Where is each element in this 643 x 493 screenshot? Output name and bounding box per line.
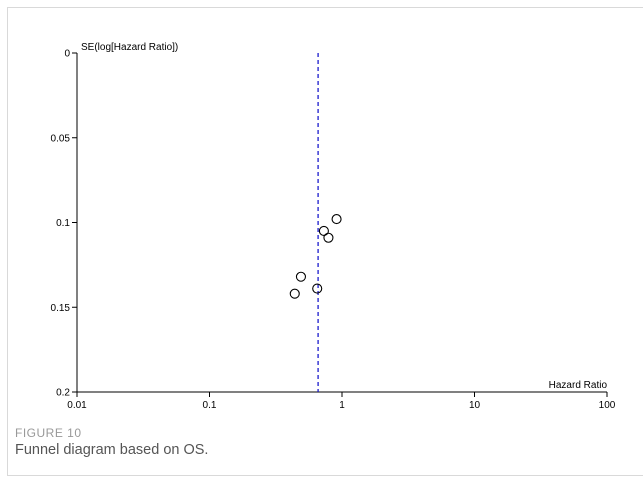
study-point — [295, 271, 307, 282]
figure-caption: Funnel diagram based on OS. — [15, 442, 209, 458]
figure-card — [7, 7, 643, 476]
x-tick-label: 10 — [469, 400, 481, 411]
x-tick-label: 100 — [599, 400, 616, 411]
funnel-plot: 0 0.05 0.1 0.15 0.20.01 0.1 1 10 100 SE(log[Hazar… — [51, 42, 616, 411]
study-point — [312, 283, 323, 294]
y-tick-label: 0.1 — [56, 218, 70, 229]
x-tick-label: 0.01 — [67, 400, 87, 411]
y-tick-label: 0.15 — [51, 303, 71, 314]
y-axis-title: SE(log[Hazard Ratio]) — [81, 42, 178, 53]
y-tick-label: 0.2 — [56, 388, 70, 399]
y-tick-label: 0.05 — [51, 133, 71, 144]
x-axis-title: Hazard Ratio — [549, 380, 608, 391]
figure-label: FIGURE 10 — [15, 426, 82, 440]
study-point — [331, 214, 342, 225]
study-point — [323, 232, 334, 243]
study-point — [289, 288, 300, 299]
x-tick-label: 0.1 — [203, 400, 217, 411]
x-tick-label: 1 — [339, 400, 345, 411]
study-point — [318, 225, 329, 237]
y-tick-label: 0 — [64, 49, 70, 60]
